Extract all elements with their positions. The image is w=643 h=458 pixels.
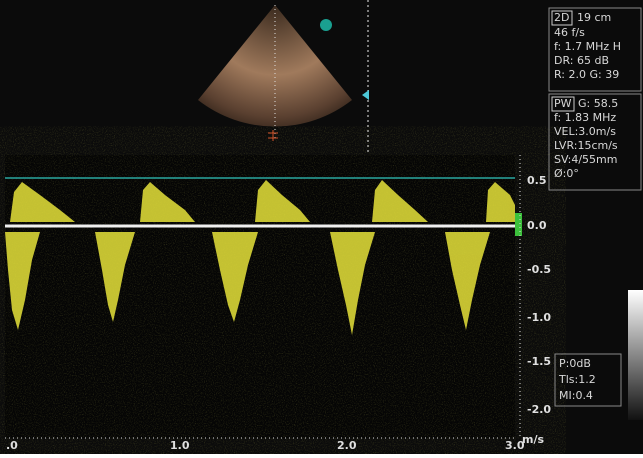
velocity-label: 0.0	[527, 219, 547, 232]
time-label: 1.0	[170, 439, 190, 452]
velocity-label: -0.5	[527, 263, 551, 276]
mode: 2D	[554, 11, 569, 24]
orientation-marker	[320, 19, 332, 31]
depth: 19 cm	[577, 11, 611, 24]
time-label: 3.0	[505, 439, 525, 452]
output-line: Tls:1.2	[558, 373, 596, 386]
grayscale-bar	[628, 290, 643, 420]
mode-box	[551, 96, 575, 112]
info-line: R: 2.0 G: 39	[554, 68, 619, 81]
baseline-marker	[515, 213, 522, 236]
doppler-line: VEL:3.0m/s	[554, 125, 616, 138]
info-line: f: 1.7 MHz H	[554, 40, 621, 53]
output-line: P:0dB	[559, 357, 591, 370]
doppler-line: SV:4/55mm	[554, 153, 617, 166]
doppler-line: Ø:0°	[554, 167, 579, 180]
info-box	[548, 7, 642, 92]
time-label: .0	[6, 439, 18, 452]
velocity-label: -2.0	[527, 403, 551, 416]
velocity-unit: m/s	[522, 433, 544, 446]
velocity-label: -1.5	[527, 355, 551, 368]
info-line: 46 f/s	[554, 26, 585, 39]
mode-box	[551, 10, 573, 26]
output-line: MI:0.4	[559, 389, 593, 402]
sample-volume	[268, 130, 278, 141]
output-box	[554, 353, 622, 407]
velocity-label: -1.0	[527, 311, 551, 324]
velocity-label: 0.5	[527, 174, 547, 187]
info-line: DR: 65 dB	[554, 54, 609, 67]
doppler-line: LVR:15cm/s	[554, 139, 618, 152]
mode: PW	[554, 97, 572, 110]
doppler-line: f: 1.83 MHz	[554, 111, 616, 124]
focus-marker	[362, 90, 369, 100]
doppler-box	[548, 93, 642, 191]
doppler-spectrum	[5, 180, 515, 335]
gain: G: 58.5	[578, 97, 618, 110]
time-label: 2.0	[337, 439, 357, 452]
